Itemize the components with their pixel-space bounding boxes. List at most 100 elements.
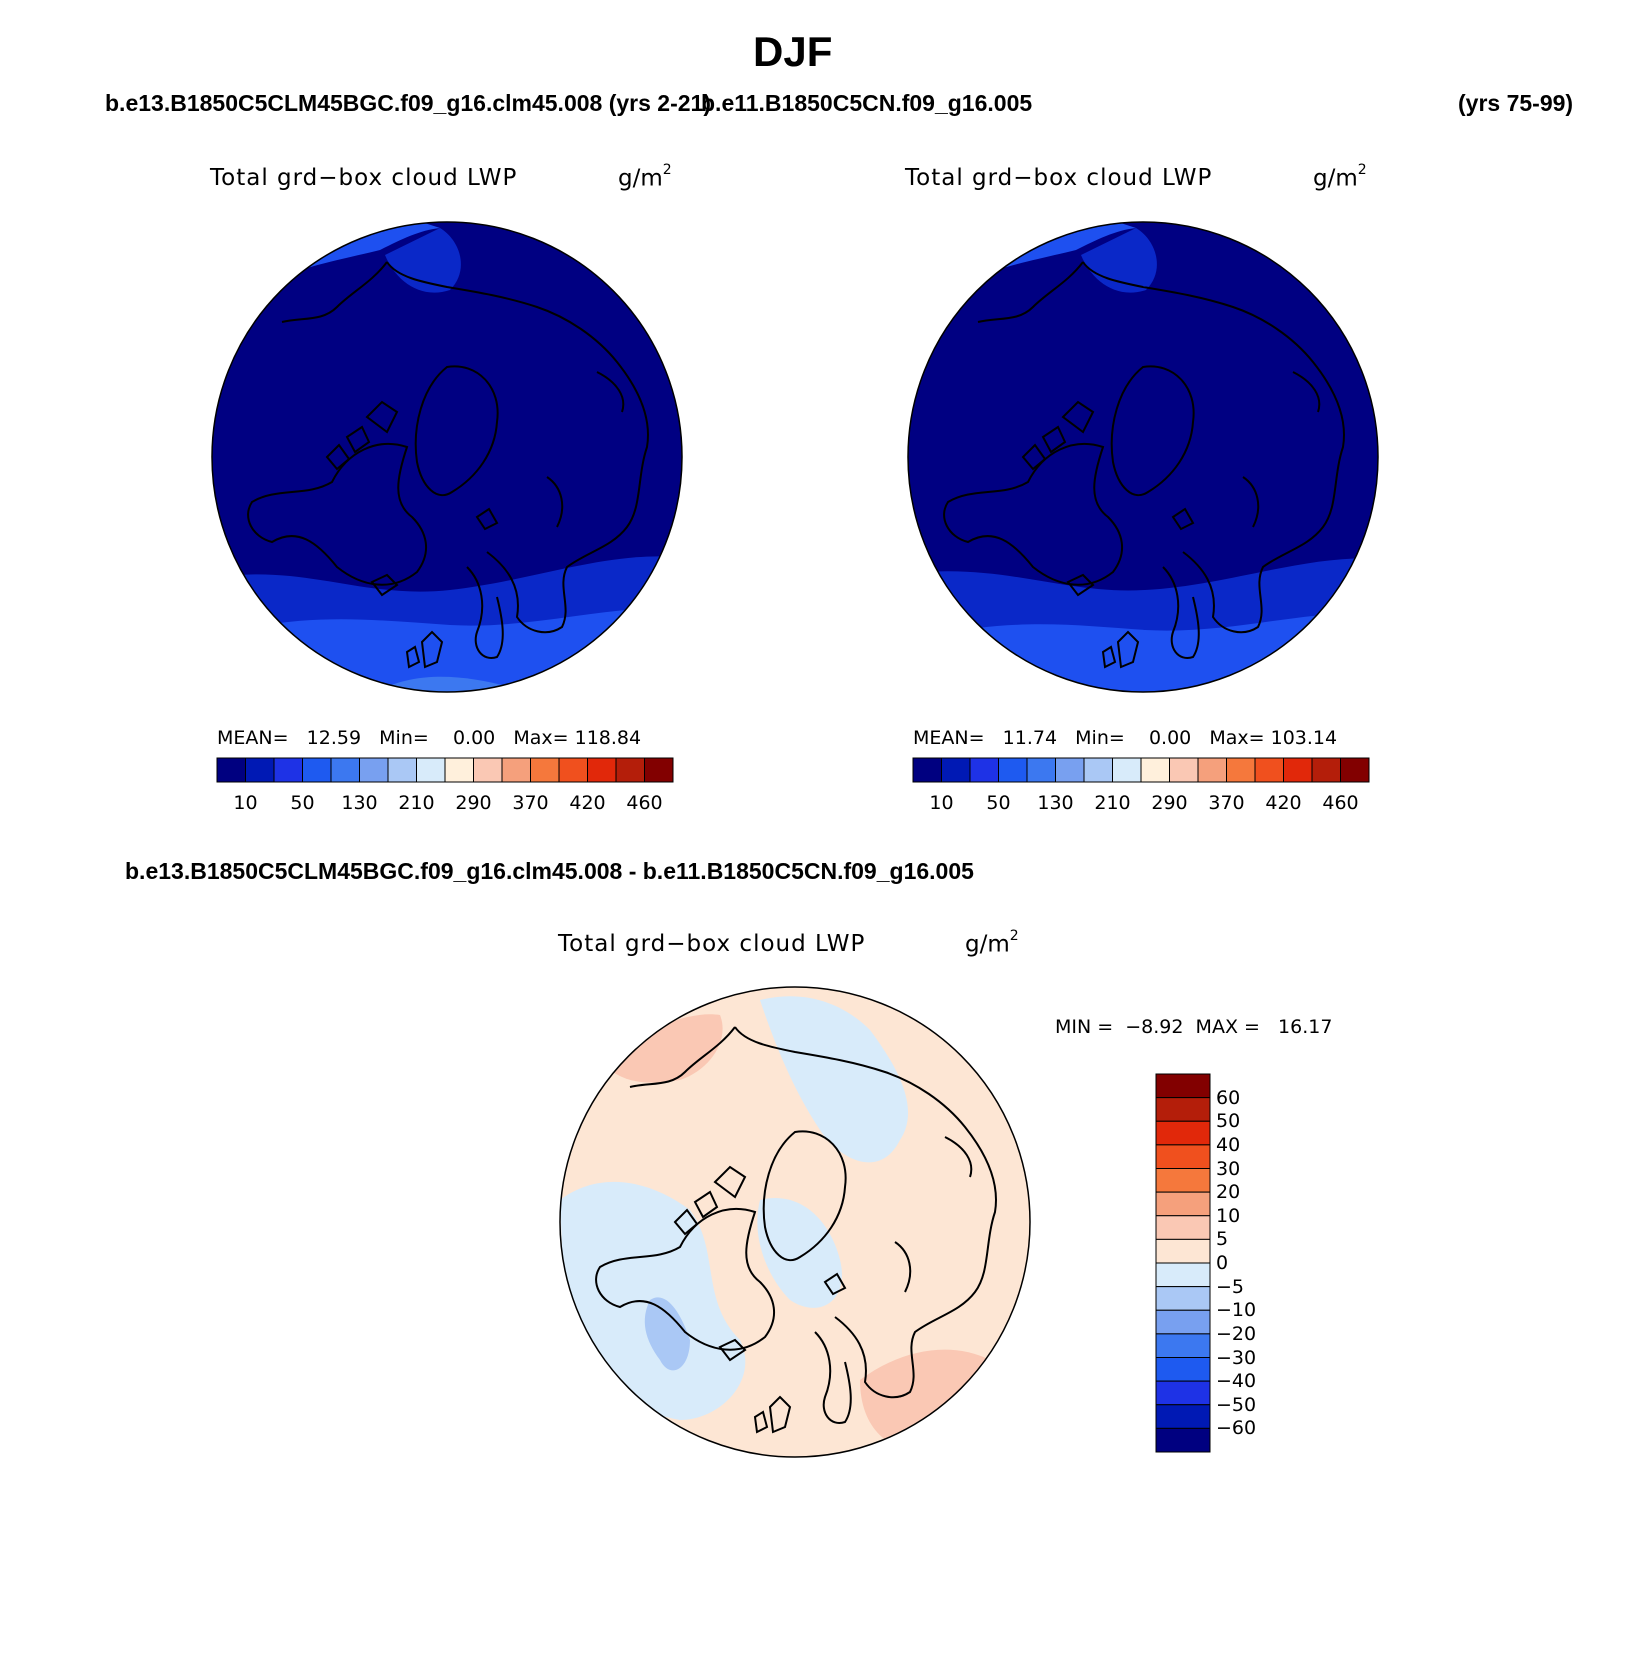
diff-colorbar-label: 40	[1216, 1133, 1241, 1156]
diff-colorbar-label: 30	[1216, 1157, 1241, 1180]
panel-test-colorbar-label: 460	[626, 792, 663, 814]
panel-test-variable: Total grd−box cloud LWP	[210, 165, 518, 191]
panel-ctrl-variable: Total grd−box cloud LWP	[905, 165, 1213, 191]
diff-colorbar-label: −40	[1216, 1370, 1257, 1393]
diff-colorbar-swatch	[1155, 1333, 1211, 1358]
panel-test-colorbar-swatch	[216, 757, 246, 783]
panel-ctrl-colorbar-swatch	[1112, 757, 1142, 783]
panel-ctrl-colorbar-swatch	[1226, 757, 1256, 783]
diff-colorbar-swatch	[1155, 1168, 1211, 1193]
panel-ctrl-colorbar-label: 10	[929, 792, 954, 814]
panel-test-colorbar-swatch	[359, 757, 389, 783]
panel-test-colorbar-swatch	[245, 757, 275, 783]
diff-colorbar-label: −20	[1216, 1322, 1257, 1345]
panel-ctrl-colorbar-swatch	[969, 757, 999, 783]
panel-test-colorbar-swatch	[587, 757, 617, 783]
panel-ctrl-colorbar	[912, 757, 1370, 783]
panel-diff-variable: Total grd−box cloud LWP	[558, 931, 866, 957]
panel-diff-map	[559, 986, 1031, 1458]
diff-colorbar-swatch	[1155, 1380, 1211, 1406]
diff-case-title: b.e13.B1850C5CLM45BGC.f09_g16.clm45.008 …	[125, 858, 974, 884]
diff-colorbar-label: −5	[1216, 1275, 1245, 1298]
panel-test-colorbar-label: 210	[398, 792, 435, 814]
diff-colorbar-swatch	[1155, 1309, 1211, 1335]
diff-colorbar-label: −50	[1216, 1393, 1257, 1416]
panel-ctrl-colorbar-label: 420	[1265, 792, 1302, 814]
panel-ctrl-colorbar-swatch	[1311, 757, 1341, 783]
panel-test-colorbar-swatch	[416, 757, 446, 783]
panel-ctrl-colorbar-swatch	[1254, 757, 1284, 783]
panel-test-colorbar-swatch	[644, 757, 674, 783]
diff-colorbar-swatch	[1155, 1144, 1211, 1169]
panel-test-colorbar-swatch	[473, 757, 503, 783]
panel-ctrl-colorbar-swatch	[1283, 757, 1313, 783]
diff-colorbar-label: −10	[1216, 1299, 1257, 1322]
diff-colorbar-swatch	[1155, 1286, 1211, 1311]
panel-ctrl-colorbar-label: 370	[1208, 792, 1245, 814]
diff-colorbar-label: 20	[1216, 1181, 1241, 1204]
panel-diff-units: g/m2	[965, 928, 1019, 958]
panel-ctrl-colorbar-swatch	[941, 757, 971, 783]
ctrl-case-title: b.e11.B1850C5CN.f09_g16.005	[701, 90, 1033, 116]
diff-colorbar-label: −60	[1216, 1417, 1257, 1440]
diff-colorbar-label: 10	[1216, 1204, 1241, 1227]
panel-test-colorbar-swatch	[558, 757, 588, 783]
panel-ctrl-colorbar-swatch	[1083, 757, 1113, 783]
panel-ctrl-colorbar-label: 290	[1151, 792, 1188, 814]
panel-test-colorbar-swatch	[444, 757, 474, 783]
panel-ctrl-colorbar-swatch	[1340, 757, 1370, 783]
panel-ctrl-colorbar-swatch	[1140, 757, 1170, 783]
diff-min-max: MIN = −8.92 MAX = 16.17	[1055, 1016, 1333, 1038]
diff-colorbar-swatch	[1155, 1191, 1211, 1217]
panel-ctrl-colorbar-label: 460	[1322, 792, 1359, 814]
diff-colorbar-swatch	[1155, 1427, 1211, 1453]
panel-ctrl-map	[907, 221, 1379, 693]
panel-test-colorbar-label: 420	[569, 792, 606, 814]
panel-test-units: g/m2	[618, 162, 672, 192]
panel-test-colorbar-swatch	[273, 757, 303, 783]
diff-colorbar-swatch	[1155, 1120, 1211, 1146]
panel-test-colorbar-label: 290	[455, 792, 492, 814]
panel-test-colorbar-swatch	[501, 757, 531, 783]
panel-ctrl-colorbar-swatch	[1197, 757, 1227, 783]
panel-test-colorbar-label: 10	[233, 792, 258, 814]
panel-test-colorbar-swatch	[530, 757, 560, 783]
panel-ctrl-colorbar-swatch	[1055, 757, 1085, 783]
diff-colorbar-label: 0	[1216, 1252, 1229, 1274]
panel-test-colorbar-swatch	[615, 757, 645, 783]
season-title: DJF	[753, 28, 833, 75]
diff-colorbar-label: 5	[1216, 1228, 1229, 1251]
panel-test-colorbar	[216, 757, 674, 783]
panel-ctrl-stats: MEAN= 11.74 Min= 0.00 Max= 103.14	[913, 727, 1338, 749]
panel-ctrl-colorbar-swatch	[1169, 757, 1199, 783]
panel-ctrl-units: g/m2	[1313, 162, 1367, 192]
diff-colorbar-swatch	[1155, 1073, 1211, 1099]
diff-colorbar-swatch	[1155, 1404, 1211, 1429]
panel-ctrl-colorbar-swatch	[998, 757, 1028, 783]
panel-test-colorbar-swatch	[302, 757, 332, 783]
panel-test-stats: MEAN= 12.59 Min= 0.00 Max= 118.84	[217, 727, 642, 749]
panel-ctrl-colorbar-label: 210	[1094, 792, 1131, 814]
panel-test-colorbar-swatch	[330, 757, 360, 783]
diff-colorbar-swatch	[1155, 1215, 1211, 1240]
panel-ctrl-colorbar-label: 130	[1037, 792, 1074, 814]
panel-test-map	[211, 221, 683, 693]
ctrl-case-years: (yrs 75-99)	[1458, 90, 1574, 116]
test-case-title: b.e13.B1850C5CLM45BGC.f09_g16.clm45.008 …	[105, 90, 711, 116]
panel-ctrl-colorbar-swatch	[1026, 757, 1056, 783]
panel-test-colorbar-label: 130	[341, 792, 378, 814]
diff-colorbar-swatch	[1155, 1262, 1211, 1288]
panel-test-colorbar-swatch	[387, 757, 417, 783]
diff-colorbar	[1155, 1073, 1211, 1453]
diff-colorbar-label: −30	[1216, 1346, 1257, 1369]
panel-ctrl-colorbar-swatch	[912, 757, 942, 783]
diff-colorbar-label: 50	[1216, 1110, 1241, 1133]
diff-colorbar-swatch	[1155, 1357, 1211, 1382]
diff-colorbar-swatch	[1155, 1238, 1211, 1264]
panel-test-colorbar-label: 50	[290, 792, 315, 814]
panel-ctrl-colorbar-label: 50	[986, 792, 1011, 814]
panel-test-colorbar-label: 370	[512, 792, 549, 814]
diff-colorbar-swatch	[1155, 1097, 1211, 1122]
diff-colorbar-label: 60	[1216, 1086, 1241, 1109]
